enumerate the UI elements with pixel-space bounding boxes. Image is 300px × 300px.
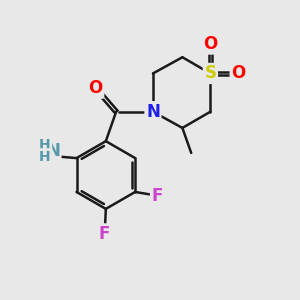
Text: N: N — [146, 103, 160, 121]
Text: O: O — [231, 64, 245, 82]
Text: F: F — [152, 188, 163, 206]
Text: F: F — [99, 225, 110, 243]
Text: O: O — [88, 79, 103, 97]
Text: S: S — [204, 64, 216, 82]
Text: O: O — [203, 35, 218, 53]
Text: H: H — [39, 138, 51, 152]
Text: N: N — [46, 142, 60, 160]
Text: H: H — [39, 150, 51, 164]
